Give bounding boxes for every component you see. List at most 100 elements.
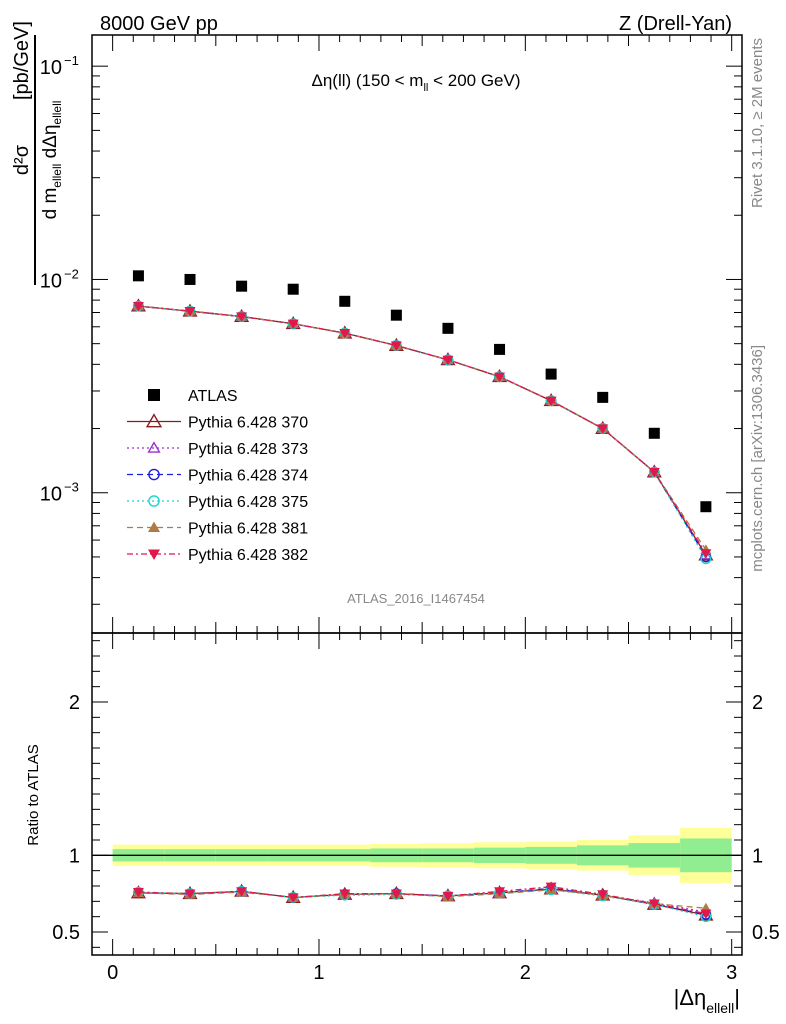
x-axis-label: |Δηellell|: [674, 985, 740, 1016]
atlas-point: [184, 273, 196, 285]
atlas-point: [648, 427, 660, 439]
atlas-point: [132, 270, 144, 282]
ratio-point-p382: [132, 888, 144, 898]
main-y-tick-labels: 10−1 10−2 10−3: [40, 53, 79, 506]
title-pre: Δη(ll) (150 < m: [311, 71, 423, 90]
ratio-y-tick-label-right: 1: [752, 845, 763, 867]
x-tick-label: 2: [520, 962, 531, 984]
legend-marker-p370: [145, 413, 163, 428]
series-line-p374: [138, 305, 707, 558]
legend: ATLAS Pythia 6.428 370 Pythia 6.428 373 Pyt…: [127, 388, 308, 564]
ratio-point-p382: [339, 889, 351, 900]
ratio-uncertainty-band: [92, 827, 742, 883]
ratio-series: [130, 881, 714, 923]
main-series: [130, 270, 714, 565]
ylabel-unit: [pb/GeV]: [11, 21, 33, 100]
atlas-point: [545, 368, 557, 380]
ratio-point-p382: [545, 882, 557, 893]
ratio-y-tick-label-right: 0.5: [752, 922, 780, 944]
legend-label: Pythia 6.428 382: [188, 547, 308, 564]
ratio-series-p382: [132, 882, 712, 920]
ratio-y-tick-label-right: 2: [752, 692, 763, 714]
ratio-series-p375: [133, 884, 712, 923]
ratio-point-p382: [442, 891, 454, 902]
ratio-point-p382: [700, 909, 712, 920]
legend-entry-p373: Pythia 6.428 373: [127, 441, 308, 458]
atlas-point: [700, 501, 712, 513]
legend-marker-p382: [148, 549, 160, 560]
legend-label: Pythia 6.428 375: [188, 494, 308, 511]
ratio-series-p370: [130, 881, 714, 921]
point-p382: [494, 372, 506, 383]
atlas-point: [494, 343, 506, 355]
main-y-tick-label: 10 −3: [40, 480, 79, 506]
ratio-point-p382: [390, 889, 402, 900]
ratio-panel: 0.5 0.5 1 1 2 2 0 1 2 3 Ratio to ATLAS |Δηellell|: [25, 632, 780, 1016]
point-p382: [339, 329, 351, 339]
ratio-y-tick-label: 2: [69, 692, 80, 714]
ratio-series-p381: [132, 884, 712, 913]
legend-label: Pythia 6.428 370: [188, 415, 308, 432]
point-p382: [648, 467, 660, 478]
point-p382: [442, 355, 454, 366]
atlas-point: [339, 295, 351, 307]
main-panel: Δη(ll) (150 < mll < 200 GeV) ATLAS_2016_…: [11, 21, 743, 634]
title-sub: ll: [423, 82, 428, 94]
ratio-ylabel: Ratio to ATLAS: [25, 744, 42, 845]
main-y-tick-label: 10 −1: [40, 53, 79, 79]
legend-label: Pythia 6.428 381: [188, 521, 308, 538]
point-p382: [545, 396, 557, 407]
ratio-series-p374: [133, 882, 712, 920]
legend-marker-p373: [147, 441, 161, 453]
ratio-tick-labels: 0.5 0.5 1 1 2 2 0 1 2 3: [52, 692, 780, 984]
ratio-line-p382: [138, 886, 707, 915]
main-frame: [91, 34, 743, 634]
ratio-y-tick-label: 0.5: [52, 922, 80, 944]
atlas-point: [287, 283, 299, 295]
ratio-series-p373: [132, 882, 713, 917]
legend-marker-p375: [148, 495, 160, 507]
ylabel-numerator: d²σ: [11, 144, 33, 175]
ratio-axis-ticks: [92, 633, 742, 955]
point-p382: [597, 424, 609, 435]
analysis-watermark: ATLAS_2016_I1467454: [347, 591, 485, 606]
ratio-point-p382: [184, 889, 196, 900]
title-post: < 200 GeV): [428, 71, 520, 90]
main-axis-ticks: [92, 35, 742, 633]
legend-entry-p382: Pythia 6.428 382: [127, 547, 308, 564]
x-tick-label: 0: [107, 962, 118, 984]
header-right: Z (Drell-Yan): [619, 13, 732, 35]
ratio-line-p375: [138, 889, 707, 918]
point-p382: [132, 301, 144, 312]
legend-entry-p375: Pythia 6.428 375: [127, 494, 308, 511]
ratio-point-p382: [287, 893, 299, 903]
series-line-p382: [138, 305, 707, 554]
legend-entry-p374: Pythia 6.428 374: [127, 468, 308, 485]
point-p382: [236, 312, 248, 323]
ratio-y-tick-label: 1: [69, 845, 80, 867]
ratio-frame: [91, 632, 743, 956]
header-left: 8000 GeV pp: [100, 13, 218, 35]
legend-marker-p374: [148, 468, 160, 481]
point-p382: [287, 319, 299, 330]
legend-entry-atlas: ATLAS: [148, 388, 238, 405]
main-y-tick-label: 10 −2: [40, 266, 79, 292]
point-p382: [390, 341, 402, 352]
ratio-point-p382: [648, 899, 660, 910]
ylabel-denominator: d mellell dΔηellell: [40, 101, 64, 220]
rivet-label: Rivet 3.1.10, ≥ 2M events: [749, 38, 766, 208]
point-p382: [700, 549, 712, 559]
ratio-point-p382: [236, 887, 248, 897]
legend-label: Pythia 6.428 374: [188, 468, 308, 485]
legend-entry-p381: Pythia 6.428 381: [127, 521, 308, 538]
x-tick-label: 1: [313, 962, 324, 984]
ratio-point-p382: [494, 887, 506, 897]
atlas-point: [390, 309, 402, 321]
legend-label: ATLAS: [188, 388, 238, 405]
atlas-point: [597, 391, 609, 403]
ratio-point-p382: [597, 890, 609, 900]
series-atlas: [132, 270, 712, 513]
legend-marker-atlas: [148, 389, 160, 401]
legend-label: Pythia 6.428 373: [188, 441, 308, 458]
